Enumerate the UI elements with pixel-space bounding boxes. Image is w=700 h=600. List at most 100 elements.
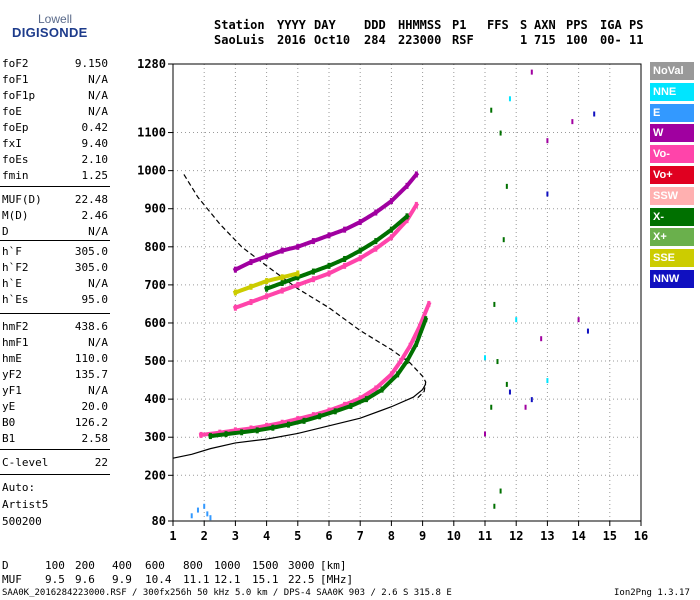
- echo-point: [380, 386, 384, 393]
- header-cell: HHMMSS: [398, 18, 442, 32]
- echo-point: [586, 328, 589, 334]
- header-cell: 715: [534, 33, 556, 47]
- echo-point: [424, 316, 428, 323]
- param-label: foF1p: [2, 89, 36, 102]
- header-cell: RSF: [452, 33, 474, 47]
- echo-point: [349, 402, 353, 409]
- param-value: N/A: [88, 336, 108, 349]
- echo-point: [296, 274, 300, 281]
- param-label: yE: [2, 400, 16, 413]
- echo-point: [296, 243, 300, 250]
- param-row: hmF2 438.6: [2, 320, 108, 336]
- param-value: 1.25: [81, 169, 109, 182]
- echo-point: [327, 407, 331, 414]
- legend-entry: X-: [650, 207, 694, 226]
- y-tick-label: 300: [144, 430, 166, 444]
- param-label: D: [2, 225, 9, 238]
- echo-point: [593, 111, 596, 117]
- echo-point: [311, 238, 315, 245]
- echo-point: [405, 217, 409, 224]
- muf-unit: [MHz]: [320, 573, 354, 586]
- echo-point: [358, 219, 362, 226]
- param-label: M(D): [2, 209, 29, 222]
- muf-value: 22.5: [288, 573, 315, 586]
- echo-point: [271, 424, 275, 431]
- echo-point: [302, 417, 306, 424]
- y-tick-label: 1000: [137, 164, 166, 178]
- param-label: MUF(D): [2, 193, 42, 206]
- header-cell: SaoLuis: [214, 33, 265, 47]
- echo-point: [396, 371, 400, 378]
- echo-point: [318, 413, 322, 420]
- legend-entry: X+: [650, 228, 694, 247]
- plot-frame: [172, 63, 642, 522]
- param-row: hmF1 N/A: [2, 336, 108, 352]
- param-row: M(D) 2.46: [2, 209, 108, 225]
- param-label: hmF2: [2, 320, 29, 333]
- echo-point: [427, 300, 431, 307]
- param-value: 0.42: [81, 121, 109, 134]
- echo-point: [358, 255, 362, 262]
- echo-point: [405, 182, 409, 189]
- header-cell: 2016: [277, 33, 306, 47]
- echo-point: [515, 317, 518, 323]
- param-value: 2.46: [81, 209, 109, 222]
- echo-point: [505, 183, 508, 189]
- distance-value: 1500: [252, 559, 279, 572]
- param-label: B0: [2, 416, 16, 429]
- muf-value: 9.6: [75, 573, 95, 586]
- distance-value: 1000: [214, 559, 241, 572]
- muf-label: MUF: [2, 573, 22, 586]
- echo-point: [265, 422, 269, 429]
- param-row: foE N/A: [2, 105, 108, 121]
- echo-point: [502, 237, 505, 243]
- echo-point: [203, 503, 206, 509]
- echo-trace: [232, 171, 420, 273]
- param-row: foEs 2.10: [2, 153, 108, 169]
- echo-point: [505, 381, 508, 387]
- echo-point: [496, 359, 499, 365]
- param-row: foEp 0.42: [2, 121, 108, 137]
- echo-point: [490, 404, 493, 410]
- echo-point: [296, 415, 300, 422]
- header-cell: S: [520, 18, 528, 32]
- echo-point: [414, 171, 418, 178]
- panel-divider: [0, 474, 110, 475]
- legend-entry: NNE: [650, 82, 694, 101]
- param-value: 438.6: [74, 320, 108, 333]
- param-value: N/A: [88, 105, 108, 118]
- param-label: foF1: [2, 73, 29, 86]
- echo-point: [196, 507, 199, 513]
- muf-value: 9.9: [112, 573, 132, 586]
- footer-info: SAA0K_2016284223000.RSF / 300fx256h 50 k…: [2, 588, 452, 598]
- echo-point: [493, 503, 496, 509]
- echo-point: [408, 342, 412, 349]
- distance-value: 200: [75, 559, 95, 572]
- param-label: foF2: [2, 57, 29, 70]
- x-tick-label: 1: [169, 529, 176, 543]
- echo-point: [546, 138, 549, 144]
- echo-point: [358, 395, 362, 402]
- param-label: h`Es: [2, 293, 29, 306]
- echo-point: [358, 247, 362, 254]
- param-row: h`F2 305.0: [2, 261, 108, 277]
- header-cell: DDD: [364, 18, 386, 32]
- param-label: foEs: [2, 153, 29, 166]
- echo-point: [508, 96, 511, 102]
- x-tick-label: 3: [232, 529, 239, 543]
- echo-point: [374, 209, 378, 216]
- x-tick-label: 7: [357, 529, 364, 543]
- echo-point: [280, 274, 284, 281]
- footer-version: Ion2Png 1.3.17: [614, 588, 690, 598]
- param-row: foF1p N/A: [2, 89, 108, 105]
- echo-point: [343, 401, 347, 408]
- distance-value: 800: [183, 559, 203, 572]
- param-value: 95.0: [81, 293, 109, 306]
- echo-point: [499, 488, 502, 494]
- echo-point: [199, 431, 203, 438]
- header-cell: PS: [629, 18, 644, 32]
- echo-point: [374, 245, 378, 252]
- echo-point: [190, 513, 193, 519]
- legend-entry: NoVal: [650, 62, 694, 80]
